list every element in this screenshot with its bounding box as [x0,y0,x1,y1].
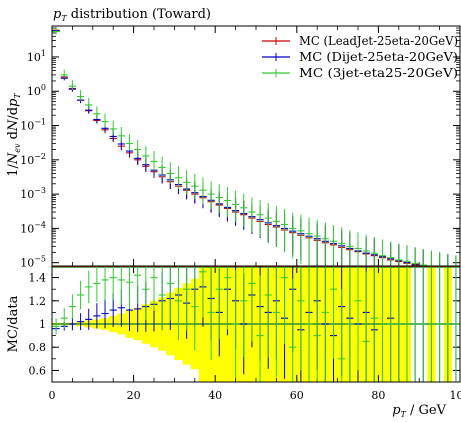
y-axis-label-main: 1/Nev dN/dpT [6,93,22,177]
y-axis-label-ratio: MC/data [6,295,21,352]
ratio-series-3 [52,266,460,382]
ratio-y-tick-label: 1.2 [29,295,47,308]
x-axis-label: pT / GeV [392,403,446,419]
ratio-y-tick-label: 1.4 [29,272,47,285]
ratio-y-tick-label: 1 [39,318,46,331]
ratio-ticks: 0.6 0.8 1 1.2 1.4 0 20 40 60 80 100 [29,266,461,402]
y-tick-label: 101 [27,49,46,64]
ratio-panel: 0.6 0.8 1 1.2 1.4 0 20 40 60 80 100 [29,265,461,402]
x-tick-label: 40 [208,389,222,402]
ratio-y-tick-label: 0.8 [29,341,47,354]
y-tick-label: 10−4 [20,220,46,235]
x-tick-label: 80 [371,389,385,402]
series-3 [52,26,457,266]
ratio-series [52,266,460,382]
legend-label: MC (3jet-eta25-20GeV) [299,66,458,80]
y-tick-label: 10−5 [20,255,46,270]
x-tick-label: 20 [127,389,141,402]
ratio-y-tick-label: 0.6 [29,364,47,377]
legend-label: MC (LeadJet-25eta-20GeV) [299,34,458,48]
y-tick-label: 100 [27,83,46,98]
ratio-frame [51,265,461,383]
main-series [52,26,457,266]
series-2 [52,27,457,266]
legend: MC (LeadJet-25eta-20GeV) MC (Dijet-25eta-… [262,34,458,80]
y-tick-label: 10−1 [20,118,46,133]
chart-title: pT distribution (Toward) [53,7,211,23]
x-tick-label: 60 [290,389,304,402]
y-tick-label: 10−2 [20,152,46,167]
x-tick-label: 0 [49,389,56,402]
legend-label: MC (Dijet-25eta-20GeV) [299,50,458,64]
main-panel: 101 100 10−1 10−2 10−3 10−4 10−5 [20,25,461,270]
y-tick-label: 10−3 [20,186,46,201]
x-tick-label: 100 [450,389,461,402]
